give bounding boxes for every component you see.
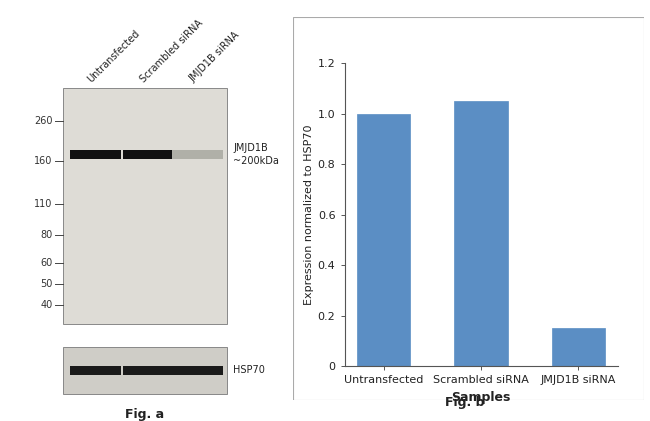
Bar — [70, 150, 121, 159]
Text: JMJD1B
~200kDa: JMJD1B ~200kDa — [233, 143, 279, 166]
Text: 160: 160 — [34, 157, 52, 166]
Bar — [123, 150, 174, 159]
Bar — [172, 366, 223, 375]
X-axis label: Samples: Samples — [451, 391, 511, 404]
Bar — [63, 347, 228, 394]
Text: HSP70: HSP70 — [233, 365, 265, 376]
Bar — [70, 366, 121, 375]
Text: Scrambled siRNA: Scrambled siRNA — [138, 18, 205, 84]
Text: 260: 260 — [34, 117, 52, 126]
Y-axis label: Expression normalized to HSP70: Expression normalized to HSP70 — [304, 125, 313, 305]
Bar — [172, 150, 223, 159]
Text: 60: 60 — [40, 258, 52, 268]
Text: Fig. a: Fig. a — [125, 408, 164, 421]
Bar — [123, 366, 174, 375]
Text: 40: 40 — [40, 300, 52, 310]
Text: JMJD1B siRNA: JMJD1B siRNA — [188, 30, 242, 84]
Text: 50: 50 — [40, 279, 52, 289]
Bar — [357, 114, 410, 366]
Text: 110: 110 — [34, 199, 52, 209]
Text: Fig. b: Fig. b — [445, 396, 484, 408]
Bar — [552, 328, 605, 366]
Bar — [454, 101, 508, 366]
Text: 80: 80 — [40, 229, 52, 240]
Text: Untransfected: Untransfected — [86, 28, 142, 84]
Bar — [63, 88, 228, 324]
